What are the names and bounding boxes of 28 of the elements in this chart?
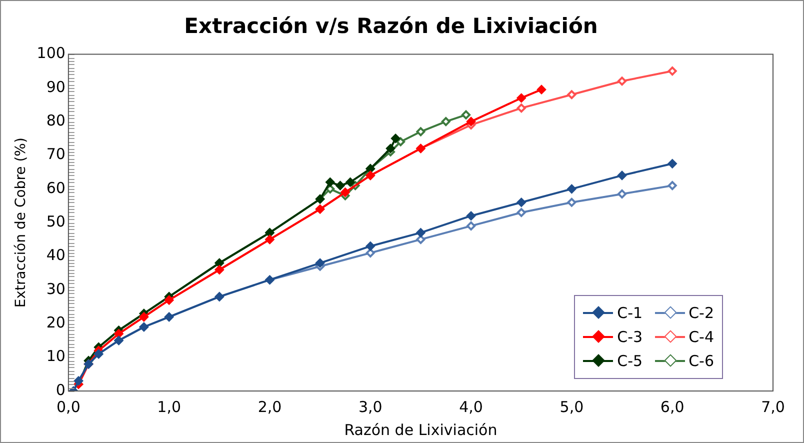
y-tick-label: 20 bbox=[46, 314, 66, 332]
y-tick-label: 60 bbox=[46, 178, 66, 197]
y-axis-title: Extracción de Cobre (%) bbox=[13, 138, 30, 308]
x-tick-label: 2,0 bbox=[258, 398, 282, 416]
y-tick-label: 30 bbox=[46, 280, 66, 298]
x-tick-label: 5,0 bbox=[560, 398, 584, 416]
legend-label: C-3 bbox=[617, 328, 643, 346]
legend-label: C-5 bbox=[617, 352, 643, 370]
legend-label: C-4 bbox=[688, 328, 714, 346]
y-tick-label: 80 bbox=[46, 111, 66, 130]
legend-label: C-1 bbox=[617, 304, 643, 322]
y-tick-label: 100 bbox=[36, 44, 66, 62]
x-tick-label: 3,0 bbox=[358, 398, 382, 416]
legend-label: C-6 bbox=[688, 352, 714, 370]
x-tick-label: 4,0 bbox=[459, 398, 483, 416]
legend-label: C-2 bbox=[688, 304, 714, 322]
chart-title: Extracción v/s Razón de Lixiviación bbox=[184, 14, 598, 38]
x-tick-label: 0,0 bbox=[56, 398, 80, 416]
y-tick-label: 50 bbox=[46, 212, 66, 230]
x-tick-label: 1,0 bbox=[157, 398, 182, 416]
y-tick-label: 0 bbox=[56, 380, 66, 399]
y-tick-label: 70 bbox=[46, 145, 66, 164]
y-tick-label: 90 bbox=[46, 78, 66, 96]
x-tick-label: 6,0 bbox=[660, 398, 684, 416]
y-tick-label: 40 bbox=[46, 246, 66, 264]
x-axis-title: Razón de Lixiviación bbox=[344, 420, 498, 439]
y-tick-label: 10 bbox=[46, 347, 66, 366]
x-tick-label: 7,0 bbox=[761, 398, 785, 416]
